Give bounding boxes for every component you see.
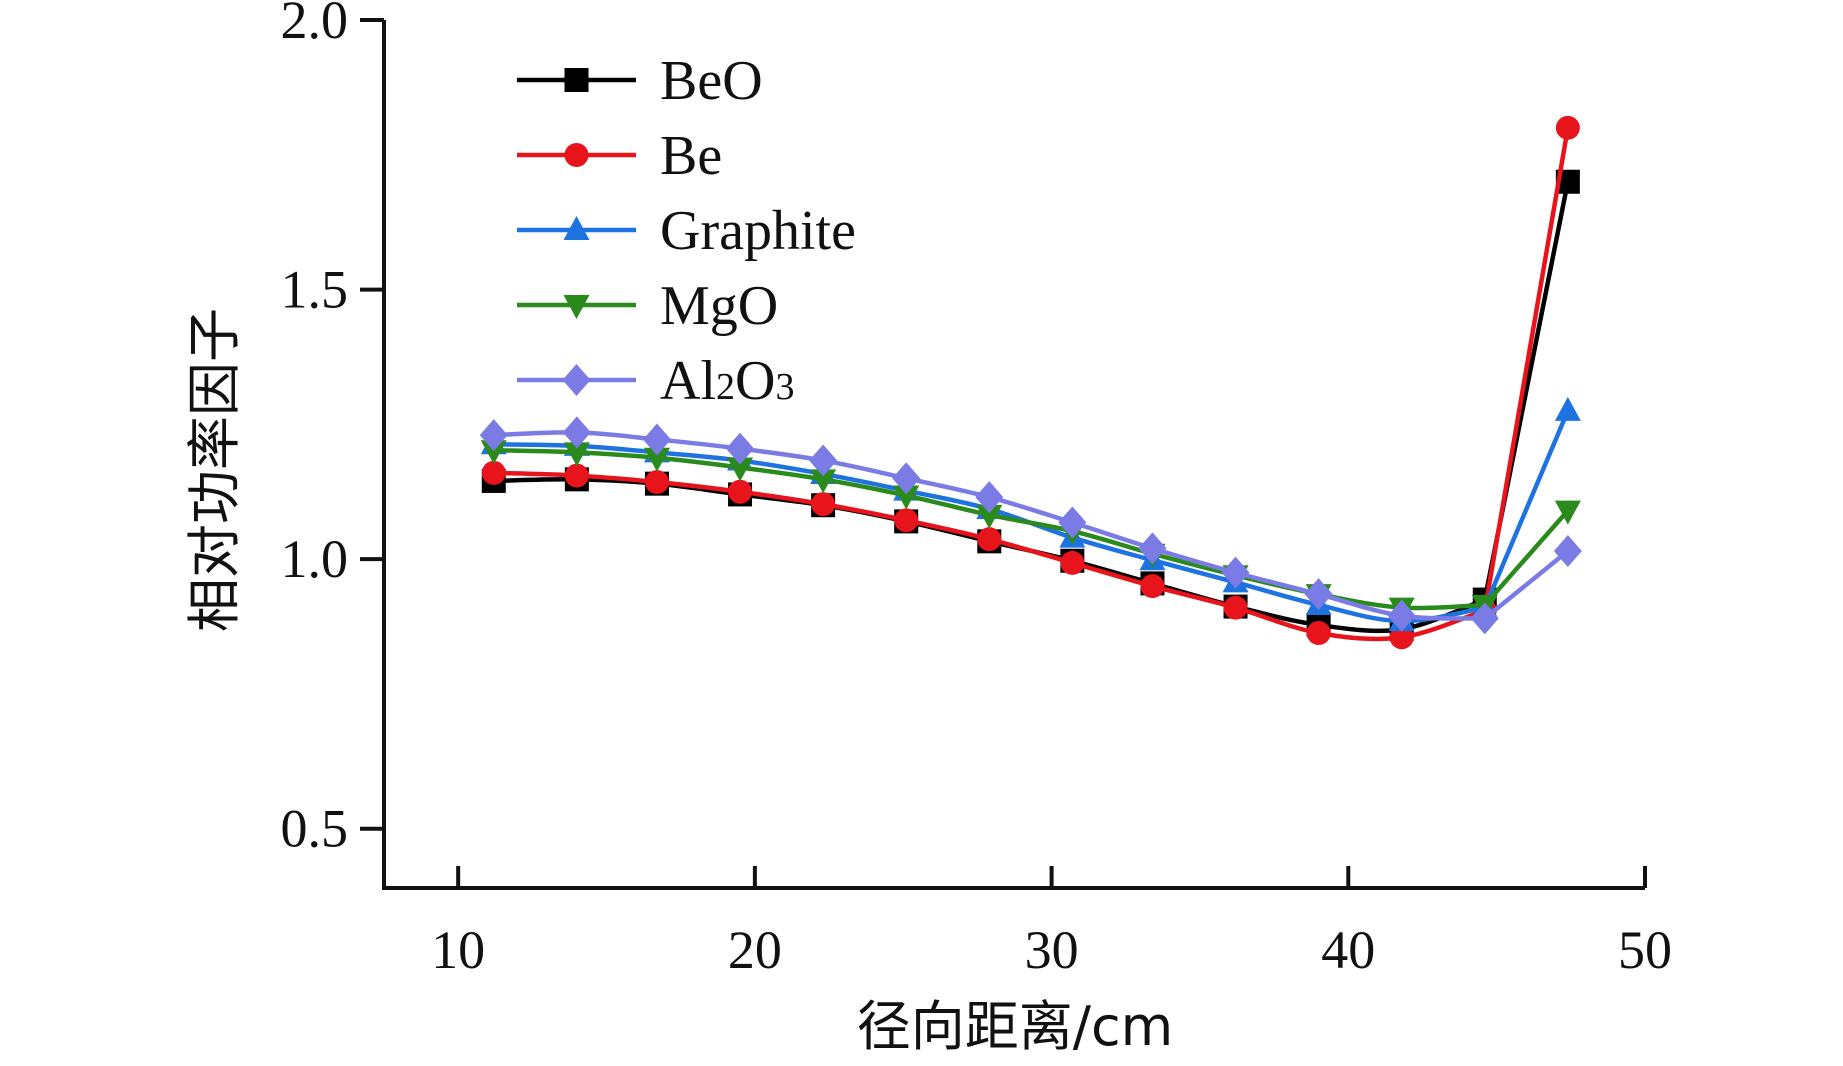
series-line-beo	[493, 181, 1571, 634]
series-mgo	[480, 440, 1581, 622]
legend-item-be: Be	[517, 125, 722, 187]
data-point-be	[811, 492, 836, 517]
data-point-al2o3	[892, 462, 921, 495]
data-point-al2o3	[1387, 599, 1416, 632]
series-graphite	[480, 396, 1581, 632]
legend-label-graphite: Graphite	[660, 200, 856, 262]
series-be	[481, 115, 1580, 650]
y-tick-label: 2.0	[281, 0, 349, 50]
legend-label-al2o3: Al2O3	[660, 350, 794, 412]
legend-marker	[562, 364, 591, 396]
data-point-be	[1389, 625, 1414, 650]
data-point-al2o3	[1470, 602, 1499, 635]
y-axis-title: 相对功率因子	[183, 308, 246, 632]
series-al2o3	[479, 416, 1582, 635]
x-axis-title: 径向距离/cm	[857, 995, 1174, 1058]
data-point-be	[1060, 550, 1085, 575]
x-tick-label: 30	[1025, 920, 1079, 980]
data-point-al2o3	[1304, 578, 1333, 611]
data-point-be	[564, 463, 589, 488]
data-point-al2o3	[1553, 535, 1582, 568]
data-point-mgo	[976, 504, 1003, 529]
legend-label-beo: BeO	[660, 50, 763, 112]
legend-marker	[564, 143, 589, 167]
y-tick-label: 0.5	[281, 799, 349, 859]
data-point-be	[894, 508, 919, 533]
data-point-mgo	[893, 485, 920, 510]
data-point-mgo	[480, 440, 507, 465]
series-beo	[481, 169, 1580, 642]
data-point-al2o3	[642, 423, 671, 456]
data-point-mgo	[810, 469, 837, 494]
data-point-be	[977, 527, 1002, 552]
data-point-be	[1140, 574, 1165, 599]
x-tick-label: 10	[431, 920, 485, 980]
data-point-al2o3	[975, 481, 1004, 514]
legend-item-mgo: MgO	[517, 275, 778, 337]
legend-marker	[563, 295, 590, 319]
data-point-be	[481, 460, 506, 485]
x-tick-label: 20	[728, 920, 782, 980]
data-point-mgo	[643, 447, 670, 472]
data-point-mgo	[563, 442, 590, 467]
x-tick-label: 50	[1618, 920, 1672, 980]
series-group	[479, 115, 1582, 650]
data-point-al2o3	[479, 419, 508, 452]
y-tick-label: 1.5	[281, 260, 349, 320]
data-point-al2o3	[1138, 532, 1167, 565]
data-point-al2o3	[1221, 556, 1250, 589]
data-point-graphite	[1554, 396, 1581, 421]
x-tick-label: 40	[1321, 920, 1375, 980]
legend-item-graphite: Graphite	[517, 200, 856, 262]
data-point-be	[644, 470, 669, 495]
data-point-mgo	[727, 457, 754, 482]
axes: 0.5 1.0 1.5 2.0 10 20 30 40 50	[281, 0, 1673, 980]
legend: BeO Be Graphite MgO Al2O3	[517, 50, 856, 412]
data-point-be	[728, 479, 753, 504]
legend-label-be: Be	[660, 125, 722, 187]
data-point-al2o3	[1058, 506, 1087, 539]
legend-marker	[563, 216, 590, 240]
data-point-al2o3	[562, 416, 591, 449]
y-tick-label: 1.0	[281, 529, 349, 589]
data-point-al2o3	[809, 444, 838, 477]
data-point-mgo	[1554, 500, 1581, 525]
data-point-be	[1306, 620, 1331, 645]
legend-item-al2o3: Al2O3	[517, 350, 794, 412]
legend-label-mgo: MgO	[660, 275, 778, 337]
legend-item-beo: BeO	[517, 50, 763, 112]
data-point-al2o3	[726, 432, 755, 465]
legend-marker	[564, 68, 589, 92]
data-point-be	[1223, 595, 1248, 620]
data-point-be	[1555, 115, 1580, 140]
series-line-be	[493, 127, 1571, 642]
